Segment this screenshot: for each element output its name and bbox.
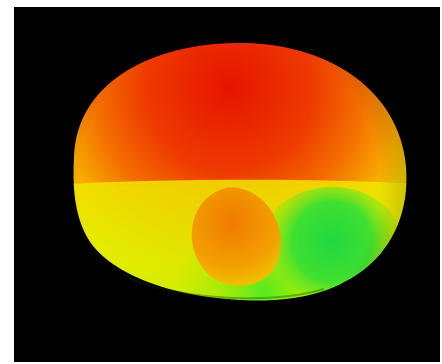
surface-body [73, 42, 407, 301]
radiation-pattern-render [73, 42, 407, 301]
render-viewport [14, 7, 440, 362]
surface-rim [123, 274, 325, 300]
